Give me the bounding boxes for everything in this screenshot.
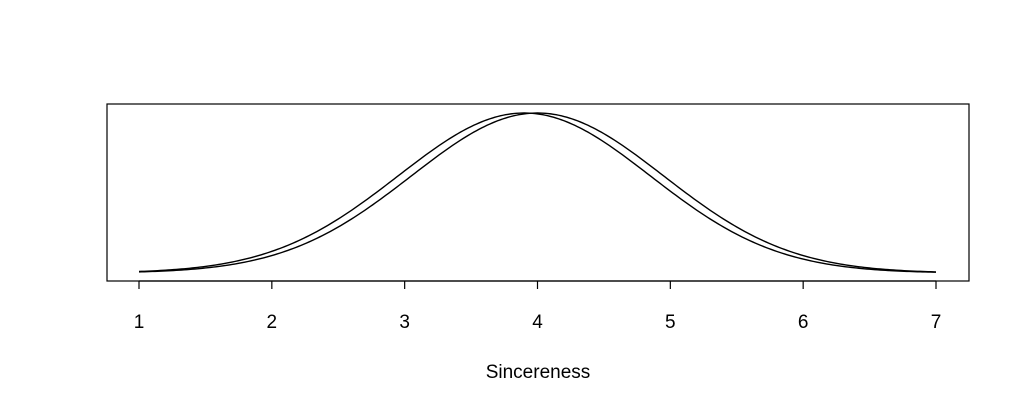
density-curve-2	[138, 112, 937, 273]
x-tick-label: 4	[532, 312, 543, 333]
x-tick-label: 5	[665, 312, 676, 333]
plot-frame	[106, 103, 970, 282]
x-axis: 1 2 3 4 5 6 7	[134, 280, 942, 333]
x-tick-label: 2	[267, 312, 278, 333]
density-curve-1	[138, 112, 937, 273]
x-axis-title: Sincereness	[486, 362, 591, 383]
series-group	[138, 112, 937, 273]
x-tick-label: 1	[134, 312, 145, 333]
x-tick-label: 7	[931, 312, 942, 333]
x-tick-label: 3	[399, 312, 410, 333]
x-tick-label: 6	[798, 312, 809, 333]
